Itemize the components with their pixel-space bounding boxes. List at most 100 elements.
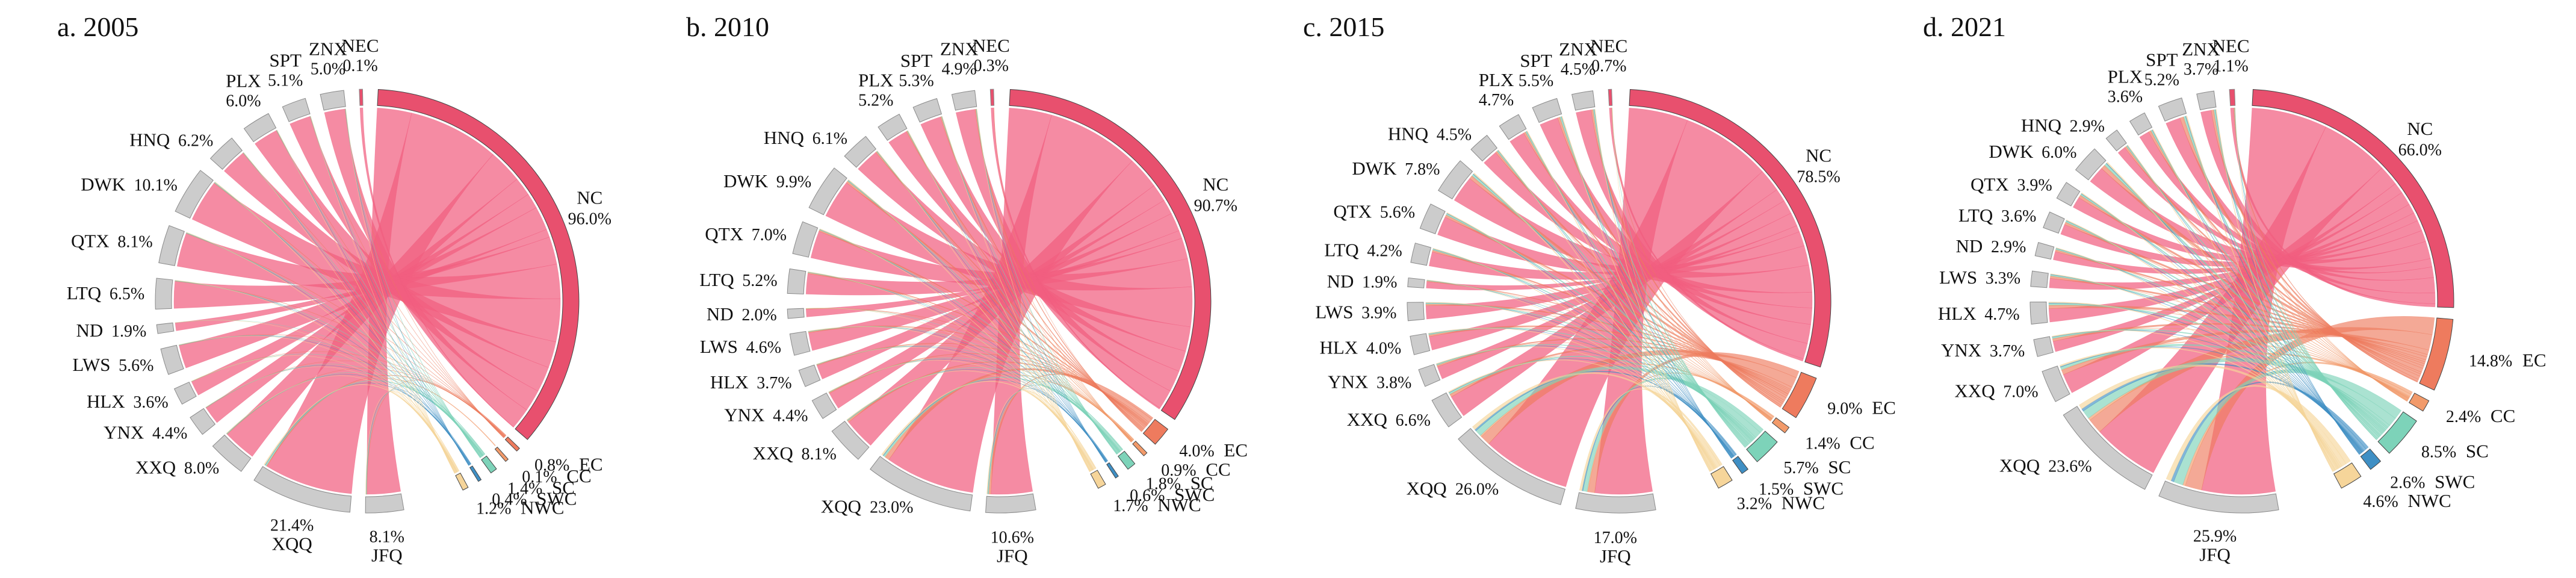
source-label-jfq: JFQ bbox=[371, 545, 403, 566]
source-pct-plx: 6.0% bbox=[226, 92, 261, 110]
arc-ltq bbox=[155, 278, 173, 310]
ribbon-hlx-nwc bbox=[191, 355, 458, 473]
ribbon-ltq-nwc bbox=[1432, 247, 1715, 470]
ribbon-znx-nc bbox=[955, 109, 1171, 409]
source-label-plx: PLX bbox=[2108, 66, 2143, 87]
ribbon-ynx-nwc bbox=[828, 359, 1094, 470]
ribbon-plx-nwc bbox=[276, 129, 456, 474]
source-pct-hnq: 2.9% bbox=[2070, 117, 2105, 136]
ribbon-hnq-sc bbox=[2126, 145, 2382, 437]
source-pct-xxq: 8.0% bbox=[184, 459, 219, 478]
source-labels: NEC0.3%ZNX4.9%SPT5.3%PLX5.2%6.1%HNQ9.9%D… bbox=[699, 35, 1034, 566]
arc-nd bbox=[1407, 277, 1425, 288]
region-pct-swc: 0.6% bbox=[1130, 486, 1165, 505]
ribbon-nd-cc bbox=[2055, 249, 2409, 399]
arc-nd bbox=[2034, 241, 2055, 260]
region-arcs bbox=[1009, 89, 1212, 489]
arc-qtx bbox=[1419, 204, 1446, 235]
source-label-hnq: HNQ bbox=[1388, 123, 1428, 144]
ribbon-jfq-swc bbox=[365, 389, 472, 495]
ribbon-hnq-ec bbox=[1495, 151, 1785, 403]
ribbon-znx-sc bbox=[976, 108, 1118, 455]
source-label-xqq: XQQ bbox=[1407, 477, 1447, 499]
source-pct-jfq: 25.9% bbox=[2193, 527, 2237, 545]
ribbon-znx-nwc bbox=[2215, 109, 2334, 472]
source-pct-xqq: 23.0% bbox=[870, 498, 913, 517]
ribbon-jfq-nwc bbox=[1579, 388, 1723, 491]
source-pct-lws: 5.6% bbox=[119, 356, 153, 375]
arc-nc bbox=[1629, 89, 1831, 368]
source-label-lws: LWS bbox=[1315, 301, 1353, 322]
arc-hnq bbox=[844, 135, 877, 168]
source-pct-nec: 1.1% bbox=[2213, 57, 2248, 75]
ribbon-lws-ec bbox=[179, 334, 506, 437]
arc-cc bbox=[2409, 393, 2430, 412]
arc-swc bbox=[2360, 448, 2382, 470]
arc-dwk bbox=[2075, 148, 2107, 181]
source-pct-nd: 1.9% bbox=[1362, 273, 1397, 291]
source-label-nd: ND bbox=[707, 303, 734, 325]
source-pct-xqq: 21.4% bbox=[270, 517, 314, 535]
source-pct-qtx: 7.0% bbox=[752, 226, 787, 244]
ribbon-lws-ec bbox=[808, 325, 1148, 426]
arc-sc bbox=[1118, 450, 1136, 470]
region-label-cc: CC bbox=[1206, 459, 1230, 480]
region-labels: NC 90.7% 4.0% EC 0.9% CC 1.8% SC 0.6% SWC 1.7% NWC bbox=[1113, 174, 1248, 515]
region-labels: NC 78.5% 9.0% EC 1.4% CC 5.7% SC 1.5% SWC 3.2% NWC bbox=[1737, 145, 1896, 514]
ribbon-znx-nwc bbox=[1594, 109, 1711, 472]
source-pct-nd: 2.0% bbox=[742, 306, 776, 325]
ribbon-qtx-sc bbox=[2080, 193, 2384, 434]
source-label-ynx: YNX bbox=[1328, 371, 1368, 393]
ribbon-plx-ec bbox=[2148, 130, 2421, 377]
region-pct-nc: 90.7% bbox=[1194, 197, 1237, 216]
arc-jfq bbox=[1575, 492, 1656, 514]
source-label-hlx: HLX bbox=[87, 391, 125, 412]
arc-qtx bbox=[2056, 182, 2081, 207]
source-label-plx: PLX bbox=[226, 70, 261, 91]
ribbon-plx-nwc bbox=[2152, 129, 2336, 471]
source-pct-ynx: 3.8% bbox=[1376, 374, 1411, 393]
source-pct-hnq: 6.2% bbox=[178, 132, 213, 151]
source-label-xqq: XQQ bbox=[1999, 455, 2040, 476]
ribbon-hnq-ec bbox=[243, 152, 504, 438]
source-label-nec: NEC bbox=[342, 35, 379, 56]
ribbon-hlx-nwc bbox=[816, 347, 1094, 470]
ribbon-lws-sc bbox=[1425, 302, 1754, 441]
ribbon-plx-swc bbox=[276, 129, 469, 466]
arc-znx bbox=[2196, 90, 2217, 111]
chord-panel-3: c. 2015 NC 78.5% 9.0% EC 1.4% CC 5.7% SC 1.5% SWC 3… bbox=[1303, 11, 1896, 567]
ribbon-spt-ec bbox=[940, 116, 1144, 432]
region-label-nc: NC bbox=[1806, 145, 1831, 166]
source-pct-xqq: 23.6% bbox=[2048, 457, 2091, 476]
region-pct-nwc: 1.7% bbox=[1113, 497, 1148, 515]
ribbon-xqq-nwc bbox=[2078, 364, 2347, 467]
ribbon-hnq-nwc bbox=[1497, 149, 1713, 471]
region-pct-swc: 1.5% bbox=[1759, 480, 1794, 499]
ribbon-dwk-nwc bbox=[848, 179, 1092, 471]
ribbon-hnq-swc bbox=[2126, 145, 2361, 454]
source-pct-xxq: 6.6% bbox=[1396, 411, 1431, 430]
source-pct-ynx: 4.4% bbox=[773, 407, 808, 426]
arc-xqq bbox=[2063, 406, 2153, 490]
arc-nwc bbox=[1710, 466, 1733, 489]
source-pct-hlx: 4.0% bbox=[1366, 340, 1401, 358]
ribbon-dwk-sc bbox=[214, 182, 482, 458]
arc-plx bbox=[1499, 114, 1527, 140]
ribbon-nd-nc bbox=[175, 229, 550, 331]
arc-ec bbox=[504, 437, 520, 452]
arc-ec bbox=[1142, 418, 1169, 445]
arc-xxq bbox=[2042, 365, 2070, 402]
source-label-nec: NEC bbox=[2212, 35, 2250, 56]
region-labels: NC 66.0% 14.8% EC 2.4% CC 8.5% SC 2.6% SWC 4.6% NWC bbox=[2363, 118, 2546, 511]
ribbon-ltq-sc bbox=[175, 280, 483, 457]
source-pct-dwk: 6.0% bbox=[2042, 143, 2076, 162]
ribbon-ltq-ec bbox=[175, 281, 506, 438]
ribbon-dwk-nwc bbox=[1473, 172, 1714, 471]
ribbon-nd-sc bbox=[1426, 280, 1753, 442]
region-pct-nc: 96.0% bbox=[568, 210, 611, 228]
source-pct-znx: 3.7% bbox=[2184, 60, 2218, 79]
ribbon-spt-nwc bbox=[1561, 116, 1712, 472]
chord-panel-1: a. 2005 NC 96.0% 0.8% EC 0.1% CC 1.4% SC 0.4% SWC 1… bbox=[57, 11, 611, 566]
ribbon-qtx-ec bbox=[2078, 195, 2424, 369]
ribbon-nd-nwc bbox=[2055, 247, 2339, 469]
